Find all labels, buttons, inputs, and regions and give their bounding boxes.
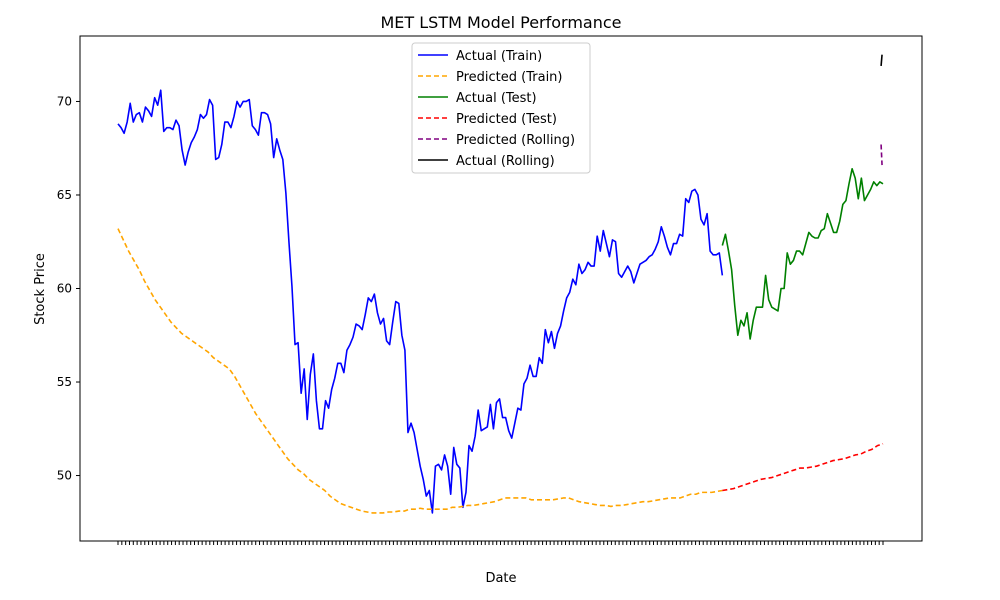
legend-label: Predicted (Test)	[456, 112, 557, 127]
x-axis-label: Date	[485, 571, 516, 586]
legend-label: Actual (Test)	[456, 91, 537, 106]
chart-title: MET LSTM Model Performance	[380, 13, 621, 32]
y-tick-label: 50	[57, 469, 72, 483]
x-axis-ticks	[117, 541, 884, 545]
series-line-actual-test	[721, 168, 884, 340]
legend-label: Predicted (Rolling)	[456, 133, 575, 148]
series-line-predicted-rolling	[880, 144, 883, 166]
series-line-predicted-train	[117, 228, 723, 514]
series-line-predicted-test	[722, 442, 884, 492]
legend-label: Actual (Rolling)	[456, 154, 555, 169]
y-tick-label: 55	[57, 375, 72, 389]
y-tick-label: 60	[57, 282, 72, 296]
series-line-actual-rolling	[880, 54, 883, 66]
y-axis-label: Stock Price	[33, 253, 48, 325]
plot-frame	[79, 35, 923, 542]
legend: Actual (Train) Predicted (Train) Actual (T…	[411, 42, 591, 174]
series-line-actual-train	[117, 89, 724, 514]
legend-box	[411, 42, 591, 174]
legend-label: Predicted (Train)	[456, 70, 563, 85]
y-tick-label: 65	[57, 188, 72, 202]
series-layer	[117, 54, 884, 514]
legend-label: Actual (Train)	[456, 49, 542, 64]
y-axis-ticks: 50 55 60 65 70	[57, 94, 80, 483]
y-tick-label: 70	[57, 94, 72, 108]
